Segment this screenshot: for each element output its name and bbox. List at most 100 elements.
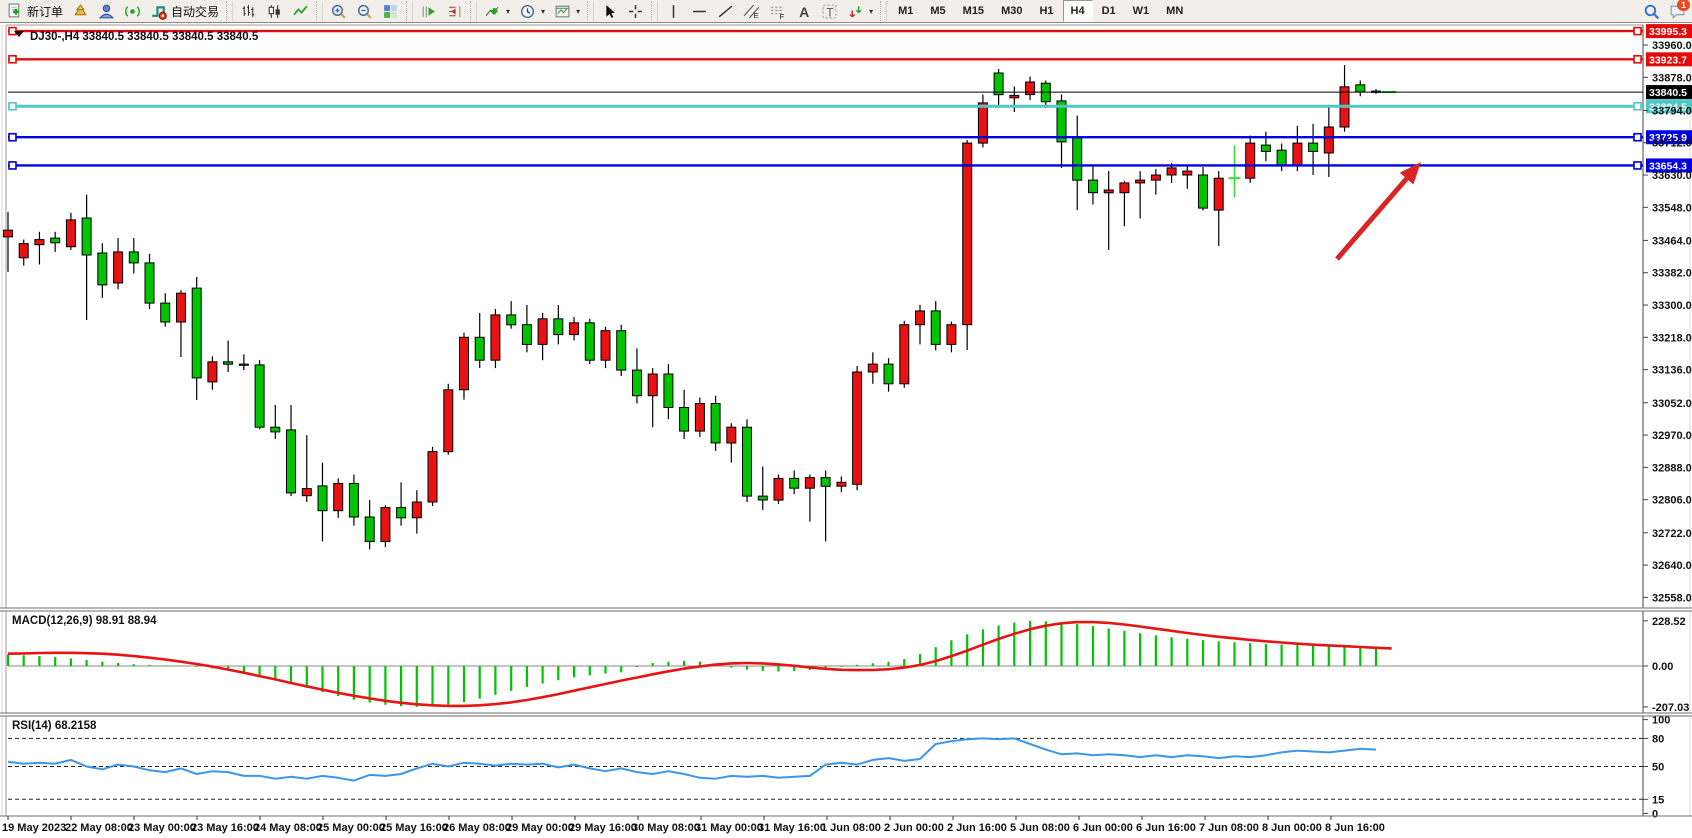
fibonacci-button[interactable]: F bbox=[765, 0, 790, 22]
dropdown-caret-icon[interactable]: ▾ bbox=[576, 6, 581, 16]
arrowsicon-icon bbox=[849, 5, 862, 17]
bars-icon bbox=[242, 4, 255, 17]
price-tick-label: 32888.0 bbox=[1652, 462, 1692, 474]
bars-icon-wrap bbox=[240, 3, 257, 20]
price-axis: 33960.0 33878.0 33794.0 33712.0 33630.0 33548… bbox=[1643, 40, 1692, 604]
price-tick-label: 33712.0 bbox=[1652, 138, 1692, 150]
new-order-button[interactable]: 新订单 bbox=[2, 0, 67, 22]
periods-button[interactable]: ▾ bbox=[515, 0, 549, 22]
toolbar-separator bbox=[470, 1, 478, 21]
hline-33654.3[interactable]: 33654.3 bbox=[8, 158, 1692, 173]
hline-right-handle[interactable] bbox=[1633, 55, 1642, 64]
timeframe-button-d1[interactable]: D1 bbox=[1101, 5, 1116, 17]
trend-arrow-annotation[interactable] bbox=[1335, 162, 1421, 261]
doji-candle bbox=[1228, 145, 1241, 198]
vline-icon bbox=[672, 4, 675, 18]
autoscroll-icon bbox=[422, 5, 435, 17]
crosshair-icon-wrap bbox=[627, 3, 644, 20]
panel-splitter-macd[interactable] bbox=[0, 607, 1692, 612]
hline-left-handle[interactable] bbox=[8, 101, 17, 111]
panel-splitter-rsi[interactable] bbox=[0, 712, 1692, 717]
signals-button[interactable] bbox=[120, 0, 145, 22]
date-tick-label: 23 May 16:00 bbox=[191, 822, 259, 834]
arrows-button[interactable]: ▾ bbox=[843, 0, 877, 22]
letterT-icon: T bbox=[822, 4, 837, 19]
profile-button[interactable] bbox=[94, 0, 119, 22]
signal-icon-wrap bbox=[124, 3, 141, 20]
signal-icon bbox=[125, 5, 140, 17]
timeframe-button-h4[interactable]: H4 bbox=[1062, 0, 1093, 22]
text-button[interactable]: A bbox=[791, 0, 816, 22]
hline-left-handle[interactable] bbox=[8, 132, 17, 142]
magnifier-icon-wrap bbox=[1643, 3, 1660, 20]
clock-icon-wrap bbox=[519, 3, 536, 20]
date-tick-label: 2 Jun 16:00 bbox=[947, 822, 1007, 834]
hline-33804.5[interactable]: 33804.5 bbox=[8, 99, 1692, 114]
hline-right-handle[interactable] bbox=[1633, 161, 1642, 170]
hline-button[interactable] bbox=[687, 0, 712, 22]
indicators-button[interactable]: ▾ bbox=[480, 0, 514, 22]
hline-33923.7[interactable]: 33923.7 bbox=[8, 52, 1692, 67]
vline-icon-wrap bbox=[665, 3, 682, 20]
autotrade-button[interactable]: 自动交易 bbox=[146, 0, 223, 22]
notification-count-badge: 1 bbox=[1676, 0, 1690, 11]
main-toolbar: 新订单 自动交易 ▾ ▾ ▾ E F A T ▾ M1 M5 M15 M30 H1 H4 D1 W1 MN 1 bbox=[0, 0, 1692, 23]
cursor-button[interactable] bbox=[597, 0, 622, 22]
crosshair-icon bbox=[629, 4, 642, 18]
indplus-icon bbox=[485, 6, 499, 16]
chevron-down-icon[interactable] bbox=[14, 31, 24, 37]
trendline-button[interactable] bbox=[713, 0, 738, 22]
price-tick-label: 33878.0 bbox=[1652, 72, 1692, 84]
tile-windows-button[interactable] bbox=[378, 0, 403, 22]
clock-icon bbox=[521, 4, 535, 18]
dropdown-caret-icon[interactable]: ▾ bbox=[869, 6, 874, 16]
hline-right-handle[interactable] bbox=[1633, 26, 1642, 36]
search-button[interactable] bbox=[1639, 0, 1664, 22]
channel-button[interactable]: E bbox=[739, 0, 764, 22]
timeframe-button-m1[interactable]: M1 bbox=[898, 5, 914, 17]
hline-price-badge: 33995.3 bbox=[1649, 26, 1687, 38]
hline-left-handle[interactable] bbox=[8, 55, 17, 64]
timeframe-button-w1[interactable]: W1 bbox=[1132, 5, 1150, 17]
autotrade-button-label: 自动交易 bbox=[171, 4, 220, 19]
zoomin-icon bbox=[331, 4, 346, 19]
trend-icon bbox=[718, 5, 733, 17]
rsi-scale-label: 50 bbox=[1652, 762, 1664, 774]
hline-right-handle[interactable] bbox=[1633, 101, 1642, 111]
hline-right-handle[interactable] bbox=[1633, 132, 1642, 142]
hline-33995.3[interactable]: 33995.3 bbox=[8, 24, 1692, 39]
dropdown-caret-icon[interactable]: ▾ bbox=[506, 6, 511, 16]
price-tick-label: 32558.0 bbox=[1652, 592, 1692, 604]
date-tick-label: 31 May 00:00 bbox=[695, 822, 763, 834]
notifications-button[interactable]: 1 bbox=[1665, 0, 1690, 22]
timeframe-button-m30[interactable]: M30 bbox=[1001, 5, 1023, 17]
shift-icon bbox=[449, 5, 461, 17]
timeframe-button-m5[interactable]: M5 bbox=[930, 5, 946, 17]
bubble-icon-wrap: 1 bbox=[1669, 0, 1690, 20]
timeframe-button-m15[interactable]: M15 bbox=[962, 5, 985, 17]
timeframe-button-mn[interactable]: MN bbox=[1166, 5, 1184, 17]
auto-scroll-button[interactable] bbox=[416, 0, 441, 22]
hline-left-handle[interactable] bbox=[8, 161, 17, 170]
templates-button[interactable]: ▾ bbox=[550, 0, 584, 22]
current-price-badge: 33840.5 bbox=[1649, 87, 1687, 99]
zoom-out-button[interactable] bbox=[352, 0, 377, 22]
deposit-button[interactable] bbox=[68, 0, 93, 22]
date-tick-label: 5 Jun 08:00 bbox=[1010, 822, 1070, 834]
timeframe-button-h1[interactable]: H1 bbox=[1039, 5, 1054, 17]
vline-button[interactable] bbox=[661, 0, 686, 22]
line-chart-button[interactable] bbox=[288, 0, 313, 22]
candle-chart-button[interactable] bbox=[262, 0, 287, 22]
hline-price-badge: 33923.7 bbox=[1649, 54, 1687, 66]
dropdown-caret-icon[interactable]: ▾ bbox=[541, 6, 546, 16]
toolbar-separator bbox=[587, 1, 595, 21]
label-button[interactable]: T bbox=[817, 0, 842, 22]
hline-33725.9[interactable]: 33725.9 bbox=[8, 130, 1692, 145]
date-tick-label: 2 Jun 00:00 bbox=[884, 822, 944, 834]
crosshair-button[interactable] bbox=[623, 0, 648, 22]
bar-chart-button[interactable] bbox=[236, 0, 261, 22]
person-icon-wrap bbox=[98, 3, 115, 20]
zoom-in-button[interactable] bbox=[326, 0, 351, 22]
chart-shift-button[interactable] bbox=[442, 0, 467, 22]
